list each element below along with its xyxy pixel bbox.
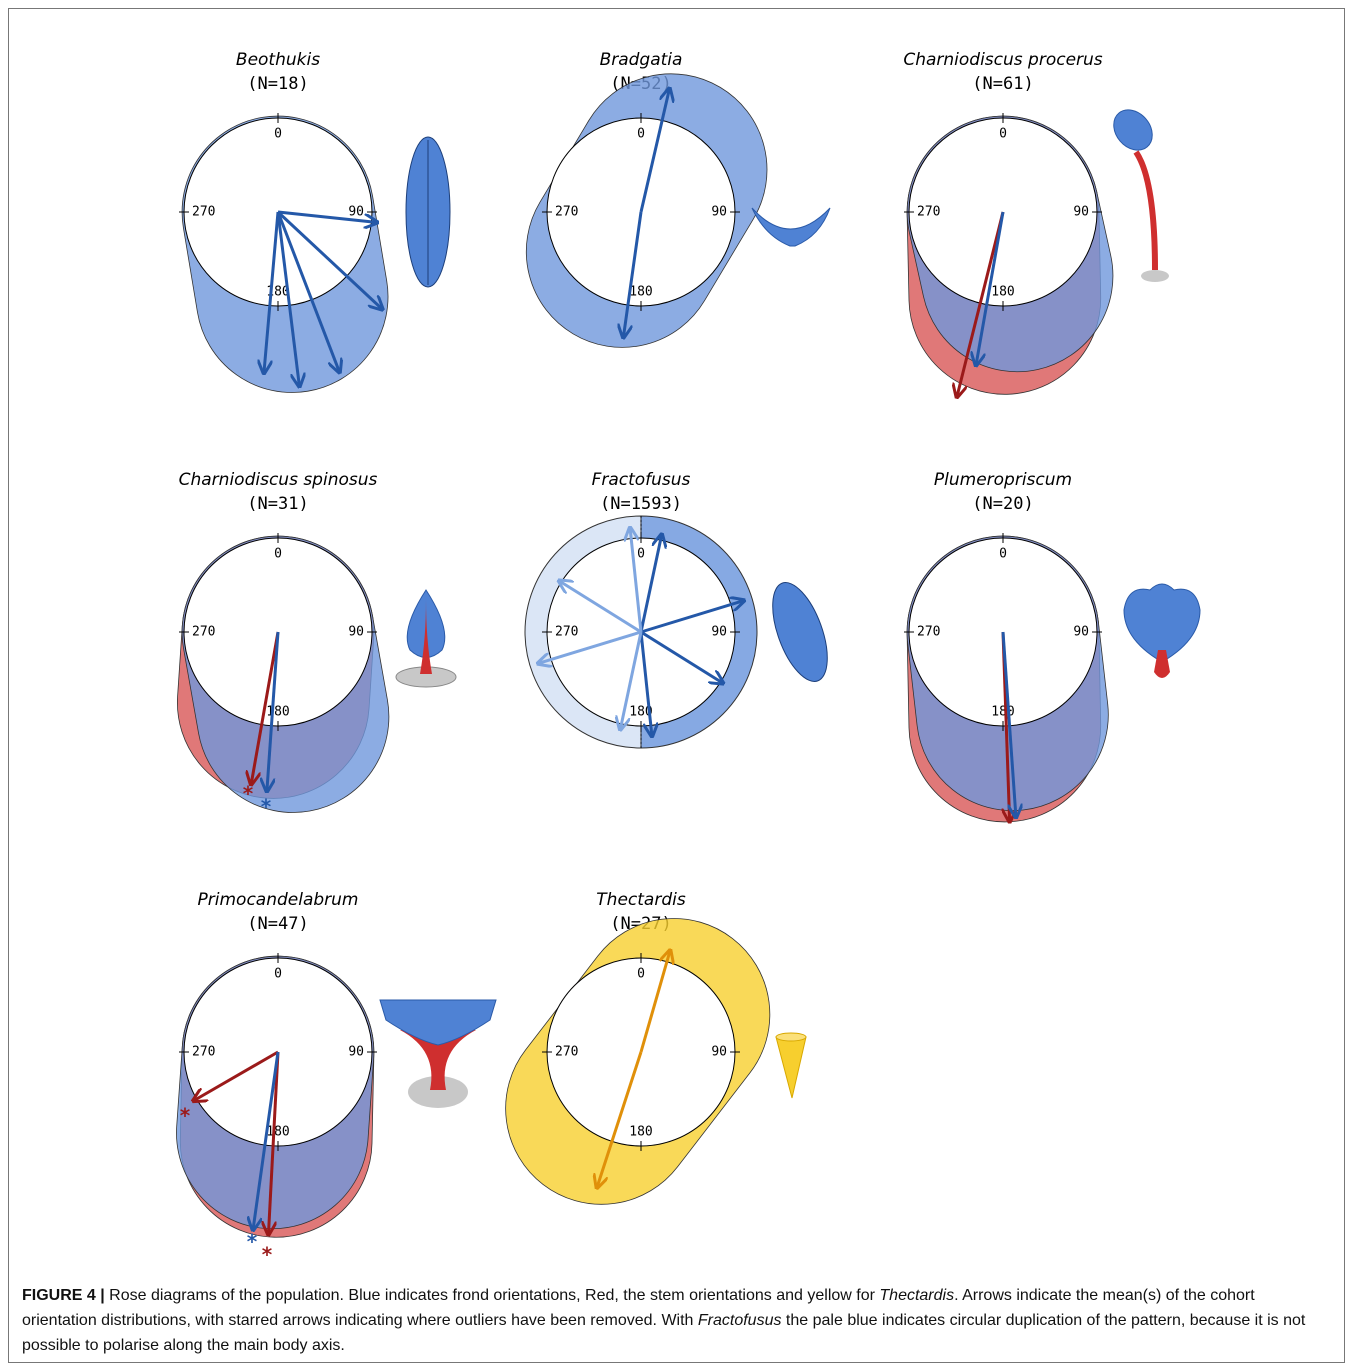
compass-label: 0 <box>274 547 282 562</box>
compass-label: 90 <box>1073 625 1089 640</box>
outlier-star: * <box>247 1230 258 1254</box>
panel-n: (N=18) <box>247 74 308 94</box>
compass-label: 270 <box>555 205 578 220</box>
icon-cone-top <box>776 1033 806 1041</box>
compass-label: 270 <box>192 205 215 220</box>
compass-label: 0 <box>999 547 1007 562</box>
icon-disc <box>1141 270 1169 282</box>
compass-label: 90 <box>348 1045 364 1060</box>
compass-label: 0 <box>999 127 1007 142</box>
caption-text: Thectardis <box>879 1287 954 1304</box>
rose-panel: Charniodiscus spinosus (N=31) 0 90 180 270 * * <box>177 470 388 819</box>
icon-frond <box>380 1000 496 1045</box>
compass-label: 90 <box>711 205 727 220</box>
outlier-star: * <box>180 1104 191 1128</box>
compass-label: 180 <box>266 1125 289 1140</box>
panel-title: Charniodiscus spinosus <box>179 470 378 490</box>
compass-label: 180 <box>629 1125 652 1140</box>
rose-panel: Charniodiscus procerus (N=61) 0 90 180 270 <box>903 50 1113 397</box>
rose-panel: Plumeropriscum (N=20) 0 90 180 270 <box>904 470 1108 822</box>
compass-label: 180 <box>991 285 1014 300</box>
compass-label: 180 <box>991 705 1014 720</box>
page: Beothukis(N=18)090180270Bradgatia(N=52)0… <box>0 0 1355 1371</box>
compass-label: 0 <box>637 127 645 142</box>
compass-label: 90 <box>1073 205 1089 220</box>
compass-label: 270 <box>192 1045 215 1060</box>
compass-label: 0 <box>274 967 282 982</box>
figure: Beothukis(N=18)090180270Bradgatia(N=52)0… <box>0 0 1355 1280</box>
outlier-star: * <box>243 782 254 806</box>
compass-label: 270 <box>192 625 215 640</box>
panel-n: (N=61) <box>972 74 1033 94</box>
compass-label: 270 <box>555 1045 578 1060</box>
compass-label: 90 <box>348 625 364 640</box>
icon-stem <box>1136 152 1155 270</box>
caption: FIGURE 4 | Rose diagrams of the populati… <box>22 1283 1327 1358</box>
outlier-star: * <box>262 1243 273 1267</box>
panel-n: (N=47) <box>247 914 308 934</box>
compass-label: 0 <box>637 547 645 562</box>
caption-text: Rose diagrams of the population. Blue in… <box>109 1287 879 1304</box>
compass-label: 180 <box>629 285 652 300</box>
panel-n: (N=20) <box>972 494 1033 514</box>
compass-label: 0 <box>637 967 645 982</box>
outlier-star: * <box>261 795 272 819</box>
caption-text: Fractofusus <box>698 1312 782 1329</box>
compass-label: 0 <box>274 127 282 142</box>
compass-label: 90 <box>711 1045 727 1060</box>
caption-label: FIGURE 4 | <box>22 1287 105 1304</box>
compass-label: 90 <box>711 625 727 640</box>
panel-n: (N=1593) <box>600 494 682 514</box>
icon-frond <box>1106 102 1160 158</box>
compass-label: 270 <box>917 205 940 220</box>
compass-label: 270 <box>917 625 940 640</box>
compass-label: 180 <box>266 705 289 720</box>
panel-title: Charniodiscus procerus <box>903 50 1102 70</box>
panel-title: Fractofusus <box>592 470 691 490</box>
compass-label: 270 <box>555 625 578 640</box>
icon-cone <box>776 1037 806 1098</box>
icon-frond <box>752 208 830 246</box>
panel-title: Thectardis <box>596 890 686 910</box>
panel-title: Primocandelabrum <box>198 890 359 910</box>
panel-title: Bradgatia <box>600 50 683 70</box>
compass-label: 90 <box>348 205 364 220</box>
panel-title: Beothukis <box>236 50 320 70</box>
panel-title: Plumeropriscum <box>934 470 1072 490</box>
icon-frond <box>762 576 839 689</box>
panel-n: (N=31) <box>247 494 308 514</box>
